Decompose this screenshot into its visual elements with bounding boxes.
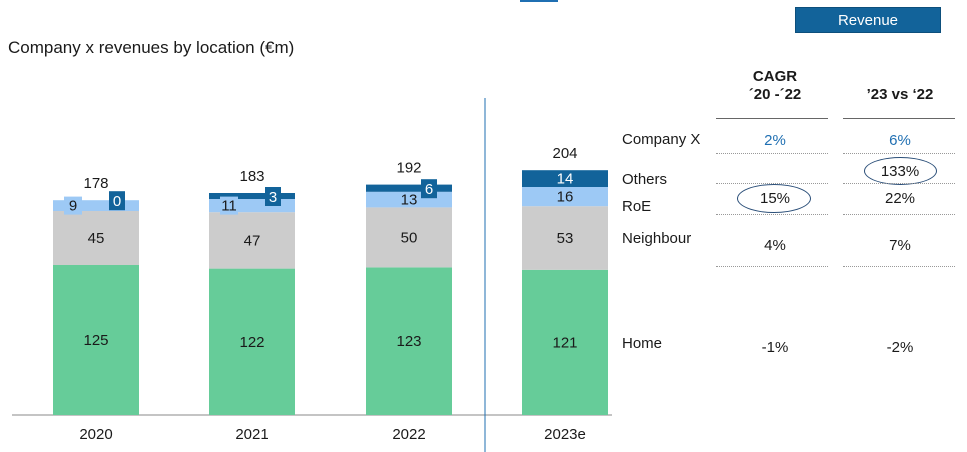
bar-home-2023e — [522, 269, 608, 415]
cagr-header-underline — [716, 118, 828, 119]
yoy-home: -2% — [886, 339, 914, 356]
data-label-roe-2020: 9 — [69, 198, 77, 215]
data-label-others-2023e: 14 — [557, 171, 574, 188]
bar-roe-2023e — [522, 187, 608, 207]
data-label-box-roe-2020 — [64, 196, 82, 215]
data-label-neighbour-2020: 45 — [88, 230, 105, 247]
row-label-roe: RoE — [622, 198, 652, 215]
row-label-home: Home — [622, 335, 663, 352]
cagr-company-x: 2% — [764, 132, 786, 149]
bar-others-2023e — [522, 170, 608, 187]
highlight-ellipse-yoy-others — [864, 157, 937, 185]
row-divider-1b — [843, 153, 955, 154]
bar-neighbour-2020 — [53, 211, 139, 265]
bar-home-2020 — [53, 265, 139, 415]
revenue-button[interactable]: Revenue — [795, 7, 941, 33]
data-label-others-2020: 0 — [113, 193, 121, 210]
row-divider-4b — [843, 266, 955, 267]
data-label-roe-2021: 11 — [221, 198, 237, 215]
x-tick-label-2022: 2022 — [392, 426, 425, 443]
row-label-neighbour: Neighbour — [622, 230, 692, 247]
data-label-home-2021: 122 — [239, 334, 264, 351]
row-divider-1a — [716, 153, 828, 154]
data-label-roe-2023e: 16 — [557, 189, 574, 206]
title-fragment-mark — [520, 0, 558, 2]
chart-title: Company x revenues by location (€m) — [8, 38, 295, 57]
row-divider-2b — [843, 183, 955, 184]
total-label-2020: 178 — [83, 175, 108, 192]
data-label-roe-2022: 13 — [401, 192, 418, 209]
cagr-header-line2: ´20 -´22 — [748, 86, 802, 103]
row-divider-3a — [716, 214, 828, 215]
total-label-2021: 183 — [239, 168, 264, 185]
yoy-company-x: 6% — [889, 132, 911, 149]
total-label-2023e: 204 — [552, 145, 577, 162]
data-label-home-2023e: 121 — [552, 334, 577, 351]
data-label-box-others-2022 — [421, 179, 437, 199]
bar-neighbour-2021 — [209, 212, 295, 269]
data-label-others-2022: 6 — [425, 181, 433, 198]
bar-others-2021 — [209, 193, 295, 199]
yoy-neighbour: 7% — [889, 237, 911, 254]
x-tick-label-2020: 2020 — [79, 426, 112, 443]
yoy-header: ’23 vs ‘22 — [866, 86, 934, 103]
data-label-neighbour-2021: 47 — [244, 232, 261, 249]
row-divider-4a — [716, 266, 828, 267]
x-tick-label-2021: 2021 — [235, 426, 268, 443]
total-label-2022: 192 — [396, 160, 421, 177]
data-label-others-2021: 3 — [269, 189, 277, 206]
bar-home-2022 — [366, 267, 452, 415]
bar-home-2021 — [209, 268, 295, 415]
data-label-box-roe-2021 — [220, 196, 238, 215]
cagr-header-line1: CAGR — [752, 68, 798, 85]
cagr-home: -1% — [761, 339, 789, 356]
x-tick-label-2023e: 2023e — [544, 426, 586, 443]
row-label-company-x: Company X — [622, 131, 701, 148]
row-label-others: Others — [622, 171, 668, 188]
yoy-header-underline — [843, 118, 955, 119]
data-label-neighbour-2022: 50 — [401, 229, 418, 246]
highlight-ellipse-cagr-roe — [737, 184, 811, 213]
data-label-neighbour-2023e: 53 — [557, 230, 574, 247]
bar-neighbour-2022 — [366, 207, 452, 268]
row-divider-3b — [843, 214, 955, 215]
data-label-box-others-2021 — [265, 187, 281, 206]
bar-others-2022 — [366, 184, 452, 192]
bar-neighbour-2023e — [522, 206, 608, 270]
cagr-neighbour: 4% — [764, 237, 786, 254]
data-label-home-2020: 125 — [83, 332, 108, 349]
bar-roe-2020 — [53, 200, 139, 211]
data-label-home-2022: 123 — [396, 333, 421, 350]
cagr-header: CAGR ´20 -´22 — [720, 68, 830, 104]
yoy-roe: 22% — [884, 190, 916, 207]
data-label-box-others-2020 — [109, 191, 125, 211]
